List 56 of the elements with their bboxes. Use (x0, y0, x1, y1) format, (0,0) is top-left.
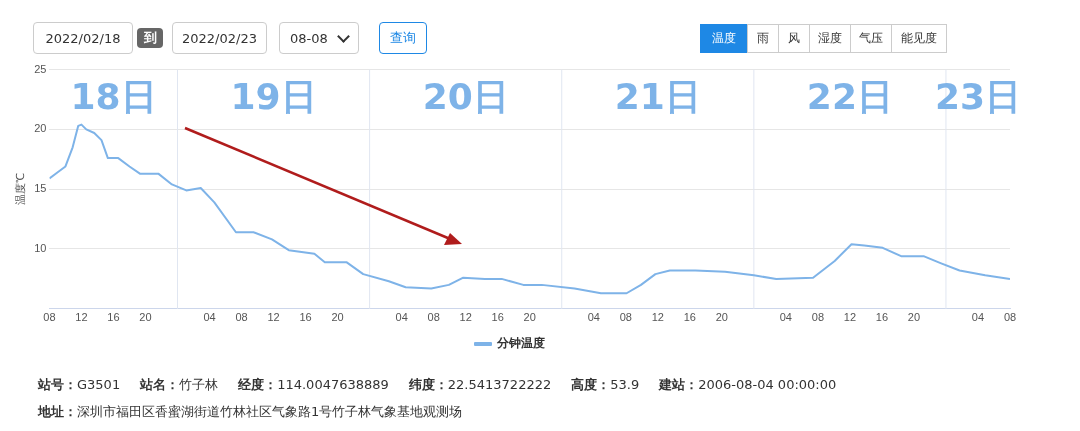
annotation: 18日 (70, 75, 157, 117)
y-tick-label: 10 (34, 242, 47, 255)
x-tick-label: 08 (811, 311, 825, 324)
text: 2022/02/23 (172, 22, 267, 54)
annotation: 22日 (806, 75, 893, 117)
x-tick-label: 08 (1003, 311, 1017, 324)
annotation: 19日 (230, 75, 317, 117)
x-tick-label: 08 (427, 311, 440, 324)
y-tick-label: 15 (34, 182, 47, 195)
y-axis-title: 温度℃ (13, 173, 26, 206)
x-tick-label: 08 (43, 311, 56, 324)
x-tick-label: 12 (459, 311, 472, 324)
text: 纬度：22.5413722222 (408, 377, 552, 392)
x-tick-label: 04 (779, 311, 792, 324)
x-tick-label: 08 (235, 311, 248, 324)
text: 风 (778, 24, 810, 53)
y-tick-label: 25 (34, 62, 47, 75)
text: 查询 (379, 22, 427, 54)
text: 温度 (700, 24, 748, 53)
text: 建站：2006-08-04 00:00:00 (659, 377, 837, 392)
text: 2022/02/18 (33, 22, 133, 54)
text: 站号：G3501 (38, 377, 121, 392)
x-tick-label: 08 (619, 311, 632, 324)
x-tick-label: 04 (203, 311, 216, 324)
x-tick-label: 12 (843, 311, 857, 324)
x-tick-label: 12 (651, 311, 664, 324)
x-tick-label: 16 (683, 311, 696, 324)
annotation: 21日 (614, 75, 701, 117)
text: 气压 (850, 24, 892, 53)
text: 地址：深圳市福田区香蜜湖街道竹林社区气象路1号竹子林气象基地观测场 (38, 404, 463, 419)
x-tick-label: 20 (523, 311, 536, 324)
text: 站名：竹子林 (140, 377, 219, 392)
text: 经度：114.0047638889 (238, 377, 389, 392)
x-tick-label: 16 (299, 311, 312, 324)
x-tick-label: 20 (715, 311, 728, 324)
y-tick-label: 20 (34, 122, 47, 135)
text: 高度：53.9 (571, 377, 640, 392)
x-tick-label: 16 (491, 311, 504, 324)
x-tick-label: 16 (875, 311, 889, 324)
x-tick-label: 20 (139, 311, 152, 324)
annotation: 23日 (934, 75, 1022, 117)
text: 08-08 (290, 30, 328, 46)
x-tick-label: 20 (907, 311, 921, 324)
text: 到 (137, 28, 163, 48)
annotation: 20日 (422, 75, 509, 117)
x-tick-label: 20 (331, 311, 344, 324)
legend-label: 分钟温度 (496, 336, 545, 351)
text: 湿度 (809, 24, 851, 53)
x-tick-label: 04 (587, 311, 600, 324)
x-tick-label: 04 (971, 311, 985, 324)
x-tick-label: 12 (267, 311, 280, 324)
text: 能见度 (891, 24, 947, 53)
x-tick-label: 04 (395, 311, 408, 324)
x-tick-label: 16 (107, 311, 120, 324)
text: 雨 (747, 24, 779, 53)
x-tick-label: 12 (75, 311, 88, 324)
